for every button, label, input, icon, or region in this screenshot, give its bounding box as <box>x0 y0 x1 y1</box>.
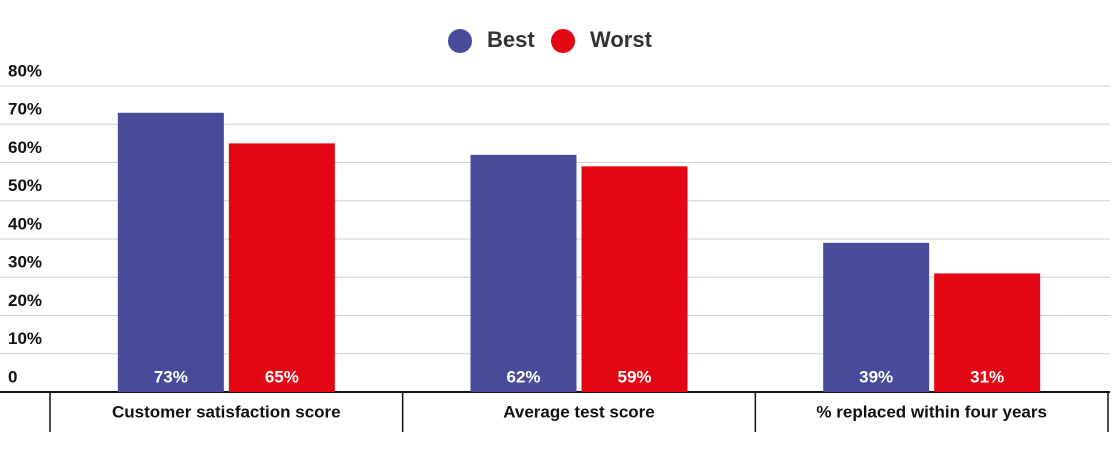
x-tick-label: Average test score <box>503 402 655 421</box>
y-tick-label: 60% <box>8 138 42 157</box>
value-label: 65% <box>265 367 299 386</box>
x-tick-label: Customer satisfaction score <box>112 402 341 421</box>
y-tick-label: 80% <box>8 61 42 80</box>
bar <box>228 143 335 392</box>
value-label: 73% <box>154 367 188 386</box>
y-tick-label: 20% <box>8 291 42 310</box>
y-tick-label: 0 <box>8 367 17 386</box>
value-label: 62% <box>506 367 540 386</box>
bar <box>934 273 1041 392</box>
value-label: 39% <box>859 367 893 386</box>
legend-marker <box>448 29 472 53</box>
bar <box>470 154 577 392</box>
bar <box>581 166 688 392</box>
y-tick-label: 70% <box>8 100 42 119</box>
legend-label: Worst <box>590 27 653 52</box>
bar <box>117 112 224 393</box>
value-label: 59% <box>617 367 651 386</box>
bar <box>823 242 930 392</box>
legend-label: Best <box>487 27 535 52</box>
y-tick-label: 50% <box>8 176 42 195</box>
y-tick-label: 10% <box>8 329 42 348</box>
legend-marker <box>551 29 575 53</box>
x-tick-label: % replaced within four years <box>816 402 1047 421</box>
value-label: 31% <box>970 367 1004 386</box>
y-tick-label: 30% <box>8 253 42 272</box>
y-tick-label: 40% <box>8 214 42 233</box>
